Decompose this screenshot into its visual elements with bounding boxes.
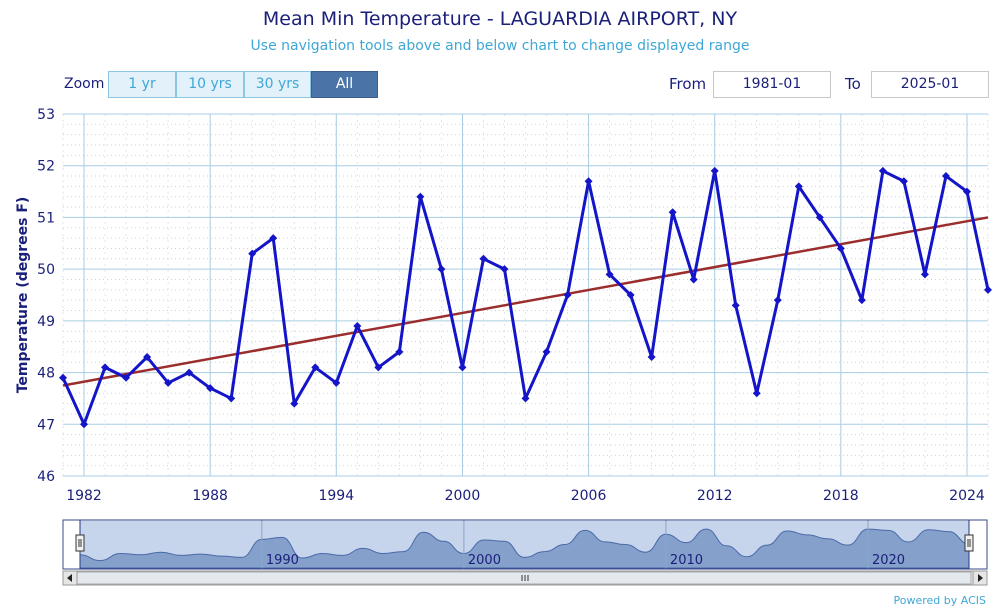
zoom-label: Zoom [64, 76, 105, 92]
data-point [311, 363, 320, 372]
handle-body [75, 534, 85, 552]
chart-title: Mean Min Temperature - LAGUARDIA AIRPORT… [262, 8, 738, 30]
data-point [101, 363, 110, 372]
data-point [395, 347, 404, 356]
navigator-area [79, 528, 970, 569]
navigator-tick-label: 2010 [670, 553, 703, 568]
zoom-1yr-button[interactable]: 1 yr [108, 71, 176, 98]
trend-line [62, 216, 989, 387]
y-tick-label: 47 [37, 417, 55, 433]
chart-subtitle: Use navigation tools above and below cha… [250, 38, 750, 54]
data-point [857, 296, 866, 305]
data-point [185, 368, 194, 377]
data-point [521, 394, 530, 403]
data-point [941, 172, 950, 181]
data-point [584, 177, 593, 186]
data-point [563, 291, 572, 299]
y-tick-label: 53 [37, 107, 55, 123]
series-line [61, 169, 990, 426]
data-point [437, 265, 446, 274]
data-point [710, 166, 719, 175]
x-tick-label: 2006 [571, 488, 607, 504]
data-point [984, 285, 992, 294]
x-tick-label: 1988 [192, 488, 228, 504]
from-input[interactable]: 1981-01 [713, 71, 831, 98]
data-point [626, 291, 635, 299]
data-point [500, 265, 509, 274]
y-tick-label: 46 [37, 469, 55, 485]
data-point [962, 187, 971, 196]
y-tick-label: 52 [37, 159, 55, 175]
arrow-left-icon [67, 574, 72, 582]
powered-by-link[interactable]: Powered by ACIS [893, 594, 987, 607]
data-point [59, 373, 67, 382]
data-point [773, 296, 782, 305]
data-point [80, 420, 89, 429]
scrollbar-thumb[interactable] [76, 571, 972, 585]
to-input[interactable]: 2025-01 [871, 71, 989, 98]
y-tick-label: 51 [37, 210, 55, 226]
navigator-left-handle[interactable] [75, 534, 85, 552]
navigator-right-handle[interactable] [964, 534, 974, 552]
data-point [248, 249, 257, 258]
to-label: To [845, 75, 861, 93]
data-point [332, 378, 341, 387]
data-point [605, 270, 614, 279]
data-point [479, 254, 488, 263]
data-point [668, 208, 677, 217]
x-tick-label: 2024 [949, 488, 985, 504]
handle-body [964, 534, 974, 552]
x-tick-label: 1982 [66, 488, 102, 504]
data-point [374, 363, 383, 372]
y-axis-label: Temperature (degrees F) [15, 197, 31, 394]
data-point [899, 177, 908, 186]
scroll-left-button[interactable] [62, 570, 78, 586]
x-tick-label: 2012 [697, 488, 733, 504]
data-point [815, 213, 824, 222]
data-point [794, 182, 803, 191]
zoom-10yrs-button[interactable]: 10 yrs [176, 71, 244, 98]
x-tick-label: 1994 [318, 488, 354, 504]
data-point [416, 192, 425, 201]
data-point [206, 384, 215, 393]
navigator-tick-label: 2000 [468, 553, 501, 568]
data-point [647, 353, 656, 362]
navigator-tick-label: 1990 [266, 553, 299, 568]
y-tick-label: 49 [37, 314, 55, 330]
x-tick-label: 2018 [823, 488, 859, 504]
data-point [164, 378, 173, 387]
data-point [227, 394, 236, 403]
data-point [731, 301, 740, 310]
zoom-all-button[interactable]: All [311, 71, 378, 98]
data-point [542, 347, 551, 356]
data-point [878, 166, 887, 175]
data-point [290, 399, 299, 408]
data-point [752, 389, 761, 398]
data-point [122, 373, 131, 382]
data-point [353, 322, 362, 331]
data-point [269, 234, 278, 243]
data-point [143, 353, 152, 362]
y-tick-label: 48 [37, 366, 55, 382]
from-label: From [669, 75, 707, 93]
zoom-30yrs-button[interactable]: 30 yrs [244, 71, 311, 98]
x-tick-label: 2000 [445, 488, 481, 504]
navigator-tick-label: 2020 [872, 553, 905, 568]
data-point [836, 244, 845, 253]
data-point [458, 363, 467, 372]
data-point [689, 275, 698, 284]
y-tick-label: 50 [37, 262, 55, 278]
data-point [920, 270, 929, 279]
arrow-right-icon [978, 574, 983, 582]
scroll-right-button[interactable] [972, 570, 988, 586]
